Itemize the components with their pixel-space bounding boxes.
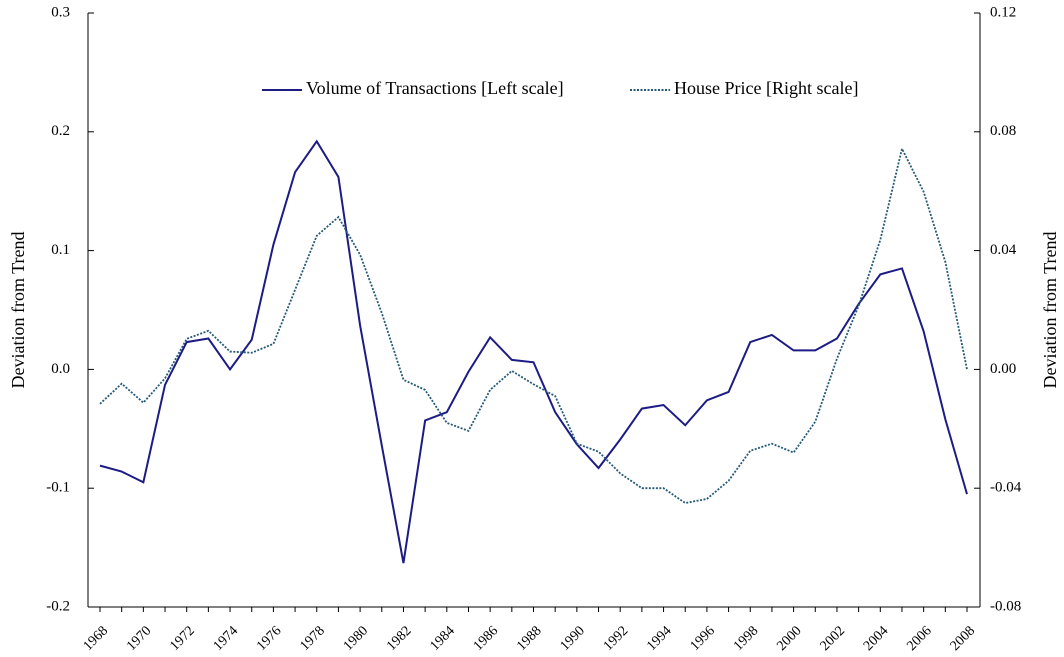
x-tick-label: 1984 (427, 623, 457, 653)
x-tick-label: 1980 (341, 623, 371, 653)
y-tick-label: 0.1 (51, 242, 70, 258)
y-tick-label: -0.1 (46, 480, 70, 496)
x-tick-label: 1976 (254, 623, 284, 653)
x-tick-label: 1992 (601, 623, 631, 653)
y2-tick-label: 0.08 (990, 123, 1016, 139)
y2-tick-label: 0.00 (990, 361, 1016, 377)
x-tick-label: 1974 (211, 623, 241, 653)
x-tick-label: 1996 (688, 623, 718, 653)
y2-tick-label: 0.12 (990, 4, 1016, 20)
y-tick-label: -0.2 (46, 598, 70, 614)
x-tick-label: 2000 (774, 623, 804, 653)
x-tick-label: 1994 (644, 623, 674, 653)
x-tick-label: 1972 (167, 623, 197, 653)
x-tick-label: 1968 (81, 623, 111, 653)
legend-label: Volume of Transactions [Left scale] (306, 78, 564, 98)
y2-tick-label: -0.08 (990, 598, 1021, 614)
y-tick-label: 0.3 (51, 4, 70, 20)
x-tick-label: 1986 (471, 623, 501, 653)
x-tick-label: 2006 (904, 623, 934, 653)
x-tick-label: 2002 (818, 623, 848, 653)
y2-tick-label: -0.04 (990, 480, 1022, 496)
y2-tick-label: 0.04 (990, 242, 1017, 258)
x-tick-label: 1982 (384, 623, 414, 653)
legend-label: House Price [Right scale] (674, 78, 858, 98)
series-line (99, 146, 968, 505)
y2-axis-label: Deviation from Trend (1040, 232, 1060, 389)
y-tick-label: 0.0 (51, 361, 70, 377)
x-tick-label: 1978 (297, 623, 327, 653)
x-tick-label: 2008 (948, 623, 978, 653)
y-tick-label: 0.2 (51, 123, 70, 139)
x-tick-label: 1990 (558, 623, 588, 653)
x-tick-label: 1998 (731, 623, 761, 653)
x-tick-label: 1988 (514, 623, 544, 653)
y-axis-label: Deviation from Trend (8, 232, 28, 389)
series-line (99, 139, 968, 564)
x-tick-label: 1970 (124, 623, 154, 653)
x-tick-label: 2004 (861, 623, 891, 653)
